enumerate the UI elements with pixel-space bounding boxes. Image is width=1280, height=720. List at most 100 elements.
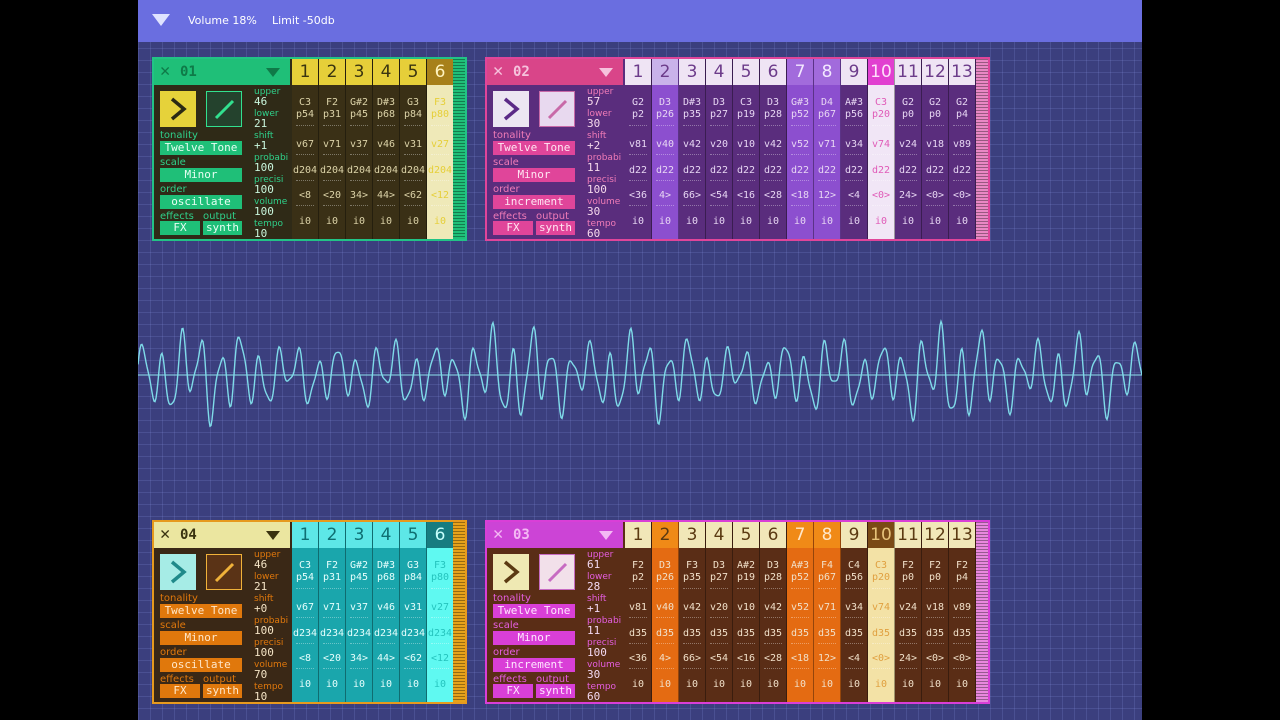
step-note[interactable]: D4	[820, 97, 834, 108]
step-o[interactable]: <8	[298, 190, 312, 201]
step-o[interactable]: 34>	[349, 190, 369, 201]
play-button[interactable]	[160, 91, 196, 127]
step-column-6[interactable]: 6 F3 p80 v27 d204 <12 i0	[427, 59, 454, 239]
step-o[interactable]: <18	[790, 190, 810, 201]
order-select[interactable]: oscillate	[160, 195, 242, 209]
step-o[interactable]: <12	[430, 190, 450, 201]
step-v[interactable]: v74	[871, 602, 891, 613]
step-note[interactable]: D3	[766, 560, 780, 571]
step-note[interactable]: C3	[874, 560, 888, 571]
step-o[interactable]: <62	[403, 190, 423, 201]
step-o[interactable]: <12	[430, 653, 450, 664]
edit-button[interactable]	[539, 554, 575, 590]
step-i[interactable]: i0	[739, 216, 753, 227]
step-o[interactable]: <0>	[871, 653, 891, 664]
step-i[interactable]: i0	[379, 216, 393, 227]
step-d[interactable]: d234	[400, 628, 426, 639]
step-v[interactable]: v24	[898, 139, 918, 150]
precision-value[interactable]: 100	[254, 646, 274, 659]
step-column-6[interactable]: 6 D3 p28 v42 d22 <28 i0	[760, 59, 787, 239]
step-column-5[interactable]: 5 C3 p19 v10 d22 <16 i0	[733, 59, 760, 239]
step-d[interactable]: d22	[655, 165, 675, 176]
step-note[interactable]: D3	[712, 97, 726, 108]
step-p[interactable]: p45	[349, 109, 369, 120]
panel-scrollbar[interactable]	[453, 59, 465, 239]
step-column-1[interactable]: 1 C3 p54 v67 d234 <8 i0	[292, 522, 319, 702]
probability-value[interactable]: 100	[254, 624, 274, 637]
panel-name[interactable]: 04	[180, 527, 197, 543]
step-p[interactable]: p68	[376, 572, 396, 583]
upper-value[interactable]: 61	[587, 558, 601, 571]
step-p[interactable]: p45	[349, 572, 369, 583]
step-v[interactable]: v52	[790, 139, 810, 150]
step-o[interactable]: 24>	[898, 190, 918, 201]
step-number[interactable]: 12	[922, 522, 948, 548]
step-v[interactable]: v42	[763, 602, 783, 613]
step-p[interactable]: p0	[928, 572, 942, 583]
step-i[interactable]: i0	[298, 216, 312, 227]
step-p[interactable]: p26	[655, 572, 675, 583]
step-i[interactable]: i0	[820, 216, 834, 227]
step-note[interactable]: D#3	[376, 560, 396, 571]
step-p[interactable]: p84	[403, 109, 423, 120]
step-v[interactable]: v71	[322, 602, 342, 613]
step-i[interactable]: i0	[325, 216, 339, 227]
step-o[interactable]: <0>	[952, 653, 972, 664]
step-p[interactable]: p31	[322, 572, 342, 583]
step-column-4[interactable]: 4 D#3 p68 v46 d204 44> i0	[373, 59, 400, 239]
step-o[interactable]: <28	[763, 653, 783, 664]
step-o[interactable]: <18	[790, 653, 810, 664]
step-note[interactable]: F2	[325, 560, 339, 571]
step-p[interactable]: p4	[955, 572, 969, 583]
step-note[interactable]: A#3	[790, 560, 810, 571]
step-o[interactable]: <36	[628, 190, 648, 201]
step-i[interactable]: i0	[406, 679, 420, 690]
step-i[interactable]: i0	[928, 216, 942, 227]
step-p[interactable]: p56	[844, 572, 864, 583]
step-i[interactable]: i0	[379, 679, 393, 690]
precision-value[interactable]: 100	[587, 183, 607, 196]
step-d[interactable]: d22	[682, 165, 702, 176]
step-d[interactable]: d234	[292, 628, 318, 639]
step-d[interactable]: d35	[682, 628, 702, 639]
step-note[interactable]: C3	[739, 97, 753, 108]
step-d[interactable]: d204	[427, 165, 453, 176]
step-i[interactable]: i0	[712, 679, 726, 690]
step-v[interactable]: v34	[844, 139, 864, 150]
lower-value[interactable]: 30	[587, 117, 601, 130]
edit-button[interactable]	[206, 554, 242, 590]
step-note[interactable]: F3	[433, 560, 447, 571]
step-d[interactable]: d35	[655, 628, 675, 639]
step-o[interactable]: 4>	[658, 653, 672, 664]
step-note[interactable]: C3	[874, 97, 888, 108]
limit-readout[interactable]: Limit -50db	[272, 14, 335, 27]
step-column-11[interactable]: 11 F2 p0 v24 d35 24> i0	[895, 522, 922, 702]
step-note[interactable]: F2	[631, 560, 645, 571]
step-d[interactable]: d22	[898, 165, 918, 176]
panel-scrollbar[interactable]	[453, 522, 465, 702]
step-v[interactable]: v89	[952, 602, 972, 613]
tonality-select[interactable]: Twelve Tone	[160, 604, 242, 618]
step-note[interactable]: D3	[658, 97, 672, 108]
step-column-8[interactable]: 8 F4 p67 v71 d35 12> i0	[814, 522, 841, 702]
step-column-3[interactable]: 3 F3 p35 v42 d35 66> i0	[679, 522, 706, 702]
step-number[interactable]: 4	[706, 522, 732, 548]
step-note[interactable]: G3	[406, 560, 420, 571]
step-d[interactable]: d35	[736, 628, 756, 639]
step-d[interactable]: d204	[292, 165, 318, 176]
step-number[interactable]: 8	[814, 59, 840, 85]
step-i[interactable]: i0	[352, 679, 366, 690]
step-number[interactable]: 10	[868, 59, 894, 85]
step-number[interactable]: 3	[346, 522, 372, 548]
tonality-select[interactable]: Twelve Tone	[493, 604, 575, 618]
step-p[interactable]: p26	[655, 109, 675, 120]
step-o[interactable]: 12>	[817, 653, 837, 664]
step-i[interactable]: i0	[658, 679, 672, 690]
close-icon[interactable]: ✕	[160, 61, 171, 81]
step-note[interactable]: F4	[820, 560, 834, 571]
step-d[interactable]: d35	[898, 628, 918, 639]
step-column-9[interactable]: 9 C4 p56 v34 d35 <4 i0	[841, 522, 868, 702]
panel-scrollbar[interactable]	[976, 59, 988, 239]
step-v[interactable]: v10	[736, 139, 756, 150]
chevron-down-icon[interactable]	[599, 531, 613, 540]
